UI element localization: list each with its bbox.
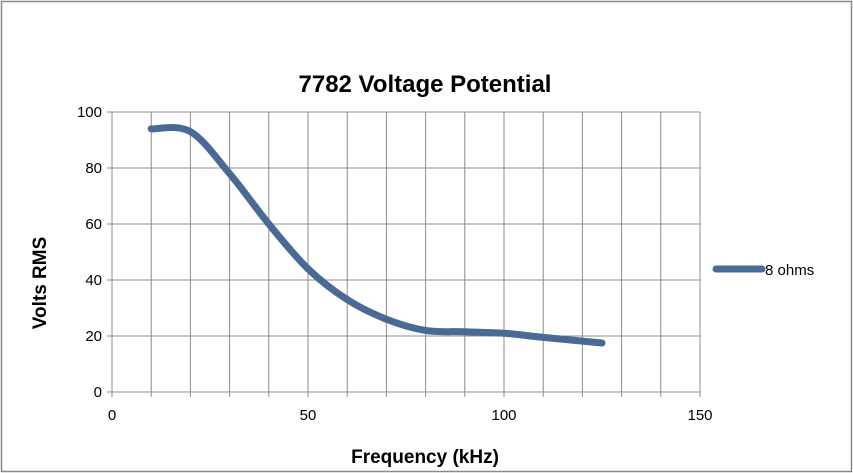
x-axis-title: Frequency (kHz): [351, 447, 499, 468]
chart-title: 7782 Voltage Potential: [299, 71, 552, 98]
plot-area: 0 20 40 60 80 100 0 50 100 150: [77, 104, 713, 424]
legend-label: 8 ohms: [765, 262, 814, 279]
legend: 8 ohms: [712, 262, 814, 279]
x-tick-label: 100: [491, 407, 516, 424]
y-tick-label: 80: [85, 160, 102, 177]
y-tick-label: 0: [94, 384, 102, 401]
series-line-8-ohms: [147, 124, 606, 347]
x-tick-label: 50: [300, 407, 317, 424]
x-tick-label: 0: [108, 407, 116, 424]
x-tick-label: 150: [687, 407, 712, 424]
y-tick-label: 40: [85, 272, 102, 289]
y-tick-label: 100: [77, 104, 102, 121]
y-axis-title: Volts RMS: [30, 237, 51, 330]
y-tick-label: 20: [85, 328, 102, 345]
y-tick-label: 60: [85, 216, 102, 233]
